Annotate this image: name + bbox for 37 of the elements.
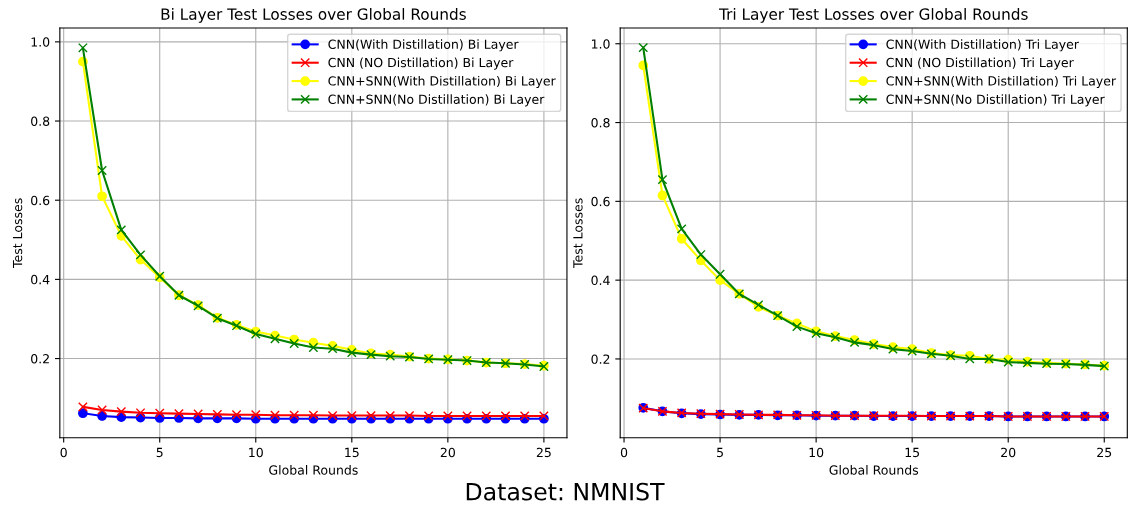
x-tick-label: 20 — [440, 447, 455, 458]
x-tick-label: 25 — [536, 447, 551, 458]
y-tick-label: 1.0 — [31, 37, 50, 47]
legend-label: CNN+SNN(No Distillation) Bi Layer — [328, 94, 545, 107]
x-tick-label: 10 — [809, 447, 824, 458]
x-tick-label: 15 — [345, 447, 359, 458]
y-axis-title: Test Losses — [12, 198, 23, 269]
x-axis-title: Global Rounds — [829, 465, 919, 475]
y-axis-title: Test Losses — [573, 198, 583, 269]
x-tick-label: 0 — [60, 447, 67, 458]
y-tick-label: 0.8 — [31, 116, 50, 126]
x-tick-label: 15 — [905, 447, 920, 458]
chart-title: Bi Layer Test Losses over Global Rounds — [161, 8, 466, 23]
y-tick-label: 0.4 — [591, 275, 610, 286]
x-tick-label: 0 — [620, 447, 628, 458]
legend-label: CNN+SNN(No Distillation) Tri Layer — [886, 94, 1105, 107]
legend-label: CNN(With Distillation) Bi Layer — [328, 39, 519, 52]
y-tick-label: 0.2 — [591, 354, 610, 364]
y-tick-label: 0.6 — [591, 196, 610, 207]
y-tick-label: 0.6 — [31, 195, 50, 206]
legend-label: CNN(With Distillation) Tri Layer — [886, 39, 1079, 52]
legend-label: CNN+SNN(With Distillation) Bi Layer — [328, 75, 556, 89]
y-tick-label: 0.4 — [31, 274, 50, 285]
y-tick-label: 0.8 — [591, 118, 610, 128]
y-tick-label: 0.2 — [31, 354, 49, 364]
legend-label: CNN (NO Distillation) Bi Layer — [328, 57, 514, 70]
text: Dataset: NMNIST — [466, 482, 665, 501]
legend-label: CNN+SNN(With Distillation) Tri Layer — [886, 75, 1117, 89]
legend-label: CNN (NO Distillation) Tri Layer — [886, 57, 1074, 70]
x-tick-label: 20 — [1001, 447, 1016, 458]
x-tick-label: 10 — [249, 447, 263, 458]
y-tick-label: 1.0 — [591, 39, 610, 49]
x-tick-label: 5 — [156, 447, 163, 458]
x-tick-label: 5 — [717, 447, 723, 458]
x-axis-title: Global Rounds — [269, 465, 358, 475]
x-tick-label: 25 — [1097, 447, 1112, 458]
chart-title: Tri Layer Test Losses over Global Rounds — [719, 8, 1028, 23]
